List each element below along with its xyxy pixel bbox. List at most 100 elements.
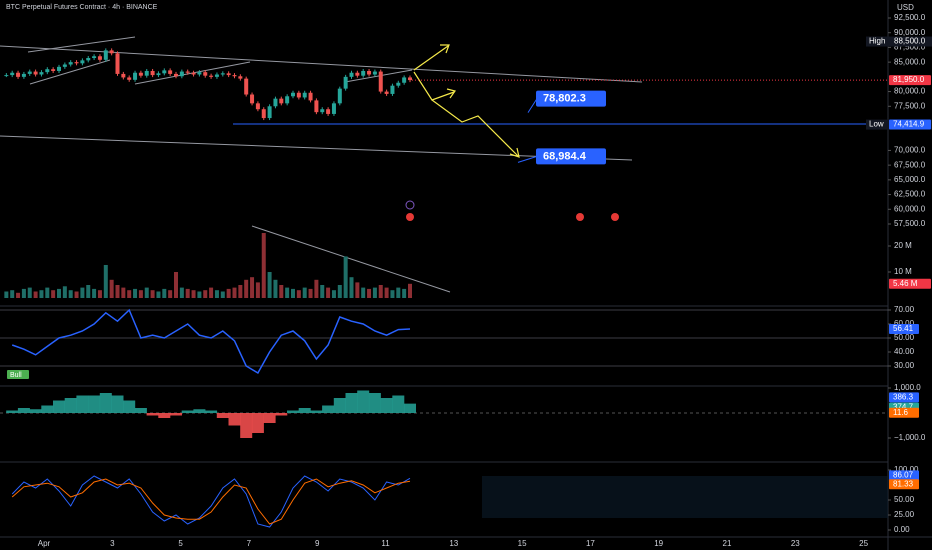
y-tick-label: 65,000.0 — [894, 175, 926, 184]
volume-bar — [168, 290, 173, 298]
volume-bar — [191, 290, 196, 298]
macd-bar — [53, 400, 65, 413]
trend-line — [344, 69, 413, 83]
volume-bar — [349, 277, 354, 298]
y-tick-label: 1,000.0 — [894, 383, 921, 392]
macd-bar — [41, 405, 54, 413]
volume-bar — [302, 287, 307, 298]
macd-bar — [263, 413, 276, 423]
tag-box — [889, 470, 919, 481]
macd-bar — [146, 413, 159, 416]
candle — [267, 106, 272, 119]
candle — [27, 71, 32, 74]
price-tag: 11.6 — [889, 407, 919, 418]
volume-bar — [267, 272, 272, 298]
candle — [4, 75, 9, 77]
tag-label: 5.46 M — [893, 279, 918, 288]
candle — [226, 73, 231, 76]
volume-bar — [244, 279, 249, 298]
volume-bar — [203, 290, 208, 298]
x-tick-label: 9 — [315, 539, 320, 548]
candle — [378, 71, 383, 92]
volume-bar — [220, 291, 225, 298]
badge-label: Bull — [10, 372, 22, 379]
volume-bar — [45, 287, 50, 298]
macd-bar — [392, 395, 405, 413]
price-tag: 86.07 — [889, 470, 919, 481]
volume-bar — [57, 288, 61, 298]
candle — [396, 82, 401, 86]
macd-bar — [170, 413, 182, 416]
icon — [406, 213, 414, 221]
volume-bar — [209, 287, 214, 298]
candle — [57, 66, 61, 71]
macd-bar — [134, 408, 147, 413]
candle — [349, 72, 354, 77]
volume-bar — [103, 264, 108, 298]
macd-bar — [404, 403, 416, 413]
candle — [296, 92, 301, 98]
candle — [250, 94, 255, 104]
macd-bar — [64, 398, 77, 413]
volume-bar — [402, 288, 407, 298]
tag-box — [889, 75, 931, 86]
annotation-pointer — [517, 155, 538, 163]
candle — [109, 50, 114, 54]
tag-box — [889, 324, 919, 335]
volume-bar — [390, 290, 395, 298]
y-tick-label: 0.00 — [894, 525, 910, 534]
volume-bar — [121, 287, 126, 298]
arrow — [431, 99, 520, 158]
volume-bar — [226, 288, 231, 298]
arrow — [413, 44, 450, 71]
volume-bar — [314, 279, 319, 298]
x-tick-label: 5 — [178, 539, 183, 548]
volume-bar — [326, 287, 331, 298]
candle — [115, 53, 120, 74]
price-tag: 81.33 — [889, 479, 919, 490]
y-tick-label: 70,000.0 — [894, 146, 926, 155]
candle — [45, 69, 50, 73]
x-tick-label: 19 — [654, 539, 663, 548]
y-tick-label: 25.00 — [894, 510, 915, 519]
tag-box — [889, 479, 919, 490]
macd-bar — [357, 390, 370, 413]
macd-bar — [287, 410, 299, 413]
candle — [74, 62, 79, 64]
annotation-label: 78,802.3 — [543, 93, 586, 105]
annotation-pointer — [527, 98, 538, 113]
y-tick-label: 90,000.0 — [894, 28, 926, 37]
icon — [405, 200, 415, 210]
x-tick-label: 7 — [247, 539, 252, 548]
y-tick-label: 20 M — [894, 241, 912, 250]
volume-bar — [10, 290, 15, 298]
candle — [279, 98, 284, 104]
y-tick-label: 100.00 — [894, 465, 919, 474]
macd-bar — [345, 393, 358, 413]
candle — [103, 50, 108, 60]
candle — [121, 73, 126, 78]
y-tick-label: 92,500.0 — [894, 13, 926, 22]
volume-bar — [384, 287, 389, 298]
tag-label: 81.33 — [893, 479, 914, 488]
trend-line — [27, 36, 136, 53]
macd-bar — [275, 413, 288, 416]
annotation-label: 68,984.4 — [543, 150, 587, 162]
stoch-band — [482, 476, 888, 518]
volume-bar — [33, 291, 38, 298]
volume-bar — [355, 282, 360, 298]
candle — [138, 72, 143, 76]
badge-box — [7, 370, 29, 379]
tag-name: High — [869, 37, 885, 46]
volume-bar — [74, 291, 79, 298]
candle — [127, 77, 132, 80]
candle — [51, 69, 56, 71]
macd-bar — [205, 410, 218, 413]
price-tag: 74,414.9 — [889, 119, 931, 130]
candle — [302, 92, 307, 98]
macd-bar — [76, 395, 89, 413]
volume-bar — [378, 285, 383, 298]
tag-box — [889, 407, 919, 418]
candle — [203, 72, 208, 76]
volume-bar — [279, 285, 284, 298]
